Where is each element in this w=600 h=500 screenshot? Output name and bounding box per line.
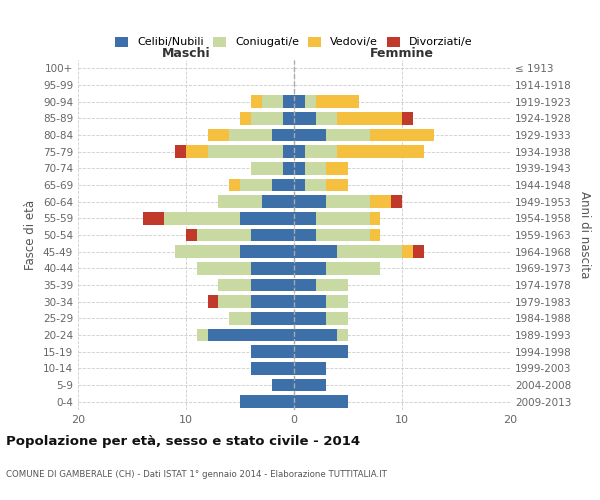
Bar	[337, 246, 402, 258]
Bar	[294, 396, 348, 408]
Bar	[402, 246, 413, 258]
Bar	[316, 96, 359, 108]
Bar	[402, 112, 413, 124]
Bar	[305, 96, 316, 108]
Bar	[316, 212, 370, 224]
Bar	[294, 229, 316, 241]
Bar	[326, 196, 370, 208]
Bar	[294, 379, 326, 391]
Bar	[294, 129, 326, 141]
Text: Popolazione per età, sesso e stato civile - 2014: Popolazione per età, sesso e stato civil…	[6, 435, 360, 448]
Bar	[272, 129, 294, 141]
Bar	[283, 112, 294, 124]
Bar	[326, 129, 370, 141]
Bar	[294, 96, 305, 108]
Bar	[294, 179, 305, 192]
Text: Maschi: Maschi	[161, 47, 211, 60]
Bar	[251, 162, 283, 174]
Bar	[186, 229, 197, 241]
Bar	[164, 212, 240, 224]
Bar	[294, 312, 326, 324]
Bar	[294, 162, 305, 174]
Bar	[229, 129, 272, 141]
Y-axis label: Anni di nascita: Anni di nascita	[578, 192, 591, 278]
Bar	[272, 179, 294, 192]
Bar	[240, 112, 251, 124]
Bar	[240, 212, 294, 224]
Bar	[175, 246, 240, 258]
Bar	[370, 196, 391, 208]
Bar	[337, 146, 424, 158]
Bar	[251, 96, 262, 108]
Bar	[294, 329, 337, 341]
Bar	[218, 196, 262, 208]
Bar	[175, 146, 186, 158]
Bar	[218, 296, 251, 308]
Bar	[294, 262, 326, 274]
Bar	[251, 312, 294, 324]
Bar	[413, 246, 424, 258]
Bar	[251, 112, 283, 124]
Bar	[283, 146, 294, 158]
Bar	[370, 229, 380, 241]
Bar	[294, 279, 316, 291]
Text: Femmine: Femmine	[370, 47, 434, 60]
Bar	[316, 279, 348, 291]
Bar	[370, 212, 380, 224]
Bar	[337, 112, 402, 124]
Bar	[272, 379, 294, 391]
Bar	[251, 229, 294, 241]
Bar	[283, 162, 294, 174]
Bar	[316, 112, 337, 124]
Text: COMUNE DI GAMBERALE (CH) - Dati ISTAT 1° gennaio 2014 - Elaborazione TUTTITALIA.: COMUNE DI GAMBERALE (CH) - Dati ISTAT 1°…	[6, 470, 387, 479]
Bar	[208, 146, 283, 158]
Bar	[391, 196, 402, 208]
Bar	[240, 179, 272, 192]
Y-axis label: Fasce di età: Fasce di età	[25, 200, 37, 270]
Bar	[326, 179, 348, 192]
Bar	[197, 229, 251, 241]
Bar	[294, 146, 305, 158]
Bar	[208, 129, 229, 141]
Bar	[197, 262, 251, 274]
Bar	[283, 96, 294, 108]
Bar	[294, 362, 326, 374]
Bar	[294, 196, 326, 208]
Legend: Celibi/Nubili, Coniugati/e, Vedovi/e, Divorziati/e: Celibi/Nubili, Coniugati/e, Vedovi/e, Di…	[115, 36, 473, 48]
Bar	[294, 346, 348, 358]
Bar	[262, 96, 283, 108]
Bar	[197, 329, 208, 341]
Bar	[186, 146, 208, 158]
Bar	[294, 212, 316, 224]
Bar	[251, 362, 294, 374]
Bar	[229, 312, 251, 324]
Bar	[316, 229, 370, 241]
Bar	[326, 296, 348, 308]
Bar	[208, 329, 294, 341]
Bar	[337, 329, 348, 341]
Bar	[326, 162, 348, 174]
Bar	[229, 179, 240, 192]
Bar	[251, 296, 294, 308]
Bar	[143, 212, 164, 224]
Bar	[251, 262, 294, 274]
Bar	[305, 162, 326, 174]
Bar	[251, 346, 294, 358]
Bar	[294, 112, 316, 124]
Bar	[262, 196, 294, 208]
Bar	[305, 146, 337, 158]
Bar	[370, 129, 434, 141]
Bar	[208, 296, 218, 308]
Bar	[218, 279, 251, 291]
Bar	[240, 246, 294, 258]
Bar	[251, 279, 294, 291]
Bar	[294, 296, 326, 308]
Bar	[305, 179, 326, 192]
Bar	[326, 312, 348, 324]
Bar	[240, 396, 294, 408]
Bar	[294, 246, 337, 258]
Bar	[326, 262, 380, 274]
